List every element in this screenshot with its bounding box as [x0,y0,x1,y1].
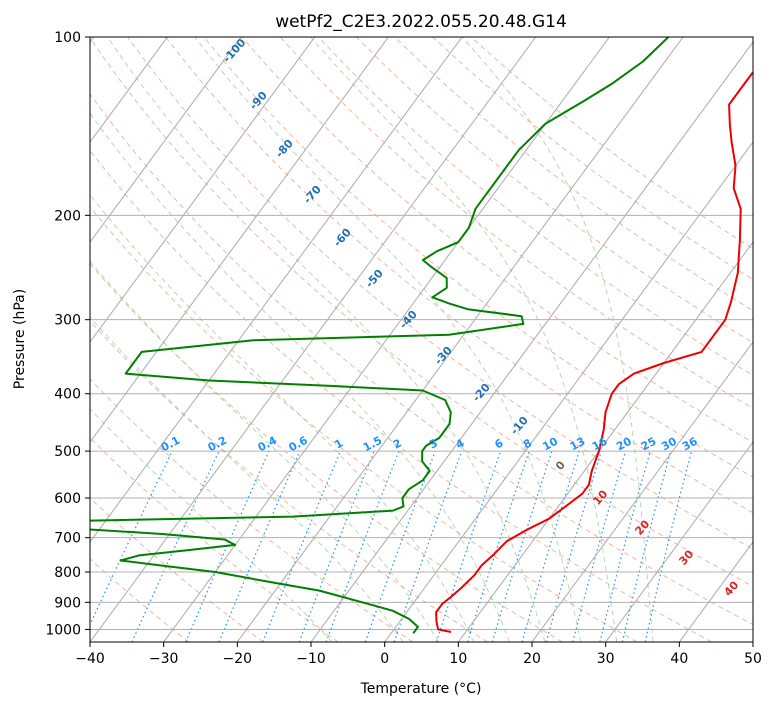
chart-title: wetPf2_C2E3.2022.055.20.48.G14 [275,12,567,32]
dry-adiabat-line [90,558,190,642]
moist-adiabat-line [90,112,510,642]
isotherm-line [310,41,753,642]
y-tick-label: 900 [54,595,81,611]
isotherm-line [90,37,463,543]
y-axis: 100 200 300 400 500 600 700 800 900 1000 [45,30,90,638]
isotherm-line [605,441,753,642]
isotherm-line [90,37,389,443]
mixing-ratio-label: 16 [590,435,610,454]
isotherm-line [90,37,168,143]
y-tick-label: 100 [54,30,81,46]
dewpoint-profile-line [90,37,670,634]
x-tick-label: −30 [149,651,179,667]
mixing-ratio-line [466,450,530,642]
x-tick-label: 20 [523,651,541,667]
y-tick-label: 800 [54,565,81,581]
dry-adiabat-line [90,149,712,642]
dry-adiabat-line [90,37,753,587]
y-tick-label: 300 [54,313,81,329]
mixing-ratio-line [131,450,220,642]
moist-adiabat-line [461,37,654,642]
mixing-ratio-label: 20 [614,435,634,454]
mixing-ratio-label: 36 [680,435,700,454]
dry-adiabat-line [90,93,753,626]
mixing-ratio-line [545,450,602,642]
mixing-ratio-label: 25 [639,435,659,454]
x-tick-label: 40 [670,651,688,667]
isotherm-line [90,37,316,343]
isotherm-line [90,37,242,243]
x-tick-label: 30 [597,651,615,667]
y-axis-label: Pressure (hPa) [12,289,28,389]
x-tick-label: −40 [75,651,105,667]
dry-adiabat-line [318,37,753,376]
dry-adiabat-line [356,37,753,344]
y-tick-label: 400 [54,387,81,403]
mixing-ratio-line [521,450,580,642]
isotherm-line [163,37,610,642]
isotherm-line [236,37,684,642]
x-axis-label: Temperature (°C) [360,681,482,697]
moist-adiabat-line [90,408,333,642]
y-tick-label: 500 [54,444,81,460]
plot-frame [89,36,754,643]
mixing-ratio-line [90,450,173,626]
y-tick-label: 700 [54,531,81,547]
y-tick-label: 200 [54,208,81,224]
mixing-ratio-label: 13 [568,435,588,454]
mixing-ratio-line [325,450,400,642]
x-tick-label: 10 [449,651,467,667]
moist-adiabat-line [107,37,546,642]
isotherm-line [457,241,753,642]
x-tick-label: −10 [296,651,326,667]
x-tick-label: 0 [380,651,389,667]
data-series [90,37,753,634]
x-axis: −40 −30 −20 −10 0 10 20 30 40 50 [75,642,762,667]
x-tick-label: −20 [223,651,253,667]
y-tick-label: 1000 [45,622,81,638]
mixing-ratio-label: 10 [540,435,560,454]
mixing-ratio-label: 30 [659,435,679,454]
dry-adiabat-line [90,263,563,642]
moist-adiabat-line [90,316,404,642]
moist-adiabat-line [310,37,618,642]
x-tick-label: 50 [744,651,762,667]
dry-adiabat-line [241,37,753,444]
dry-adiabat-line [165,37,753,514]
isotherm-line [531,341,753,642]
temperature-profile-line [435,71,753,633]
y-tick-label: 600 [54,491,81,507]
moist-adiabat-line [90,260,439,642]
mixing-ratio-line [298,450,375,642]
dry-adiabat-line [90,206,638,642]
mixing-ratio-line [185,450,270,642]
isotherm-line [384,141,753,642]
moist-adiabat-line [90,193,475,642]
mixing-ratio-line [491,450,553,642]
